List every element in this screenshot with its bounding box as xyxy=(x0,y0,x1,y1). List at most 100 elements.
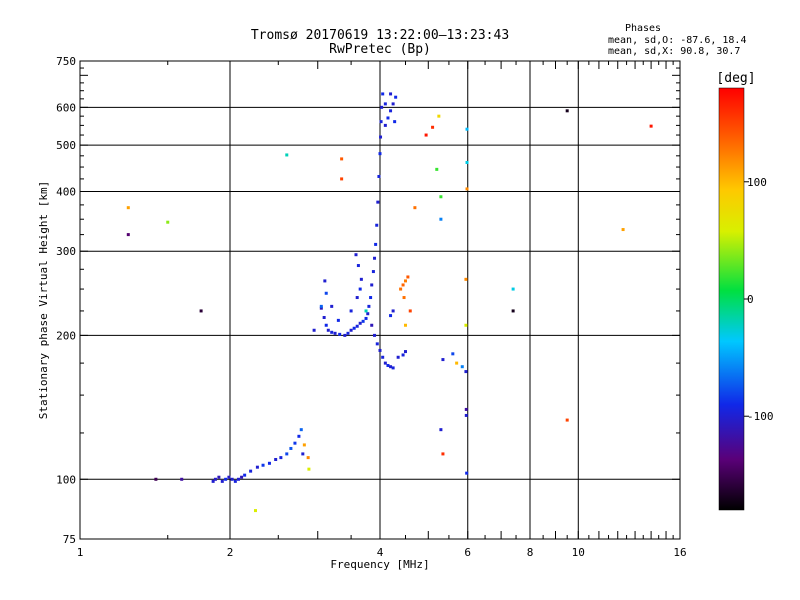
axis-ticks xyxy=(79,60,681,540)
chart-subtitle: RwPretec (Bp) xyxy=(329,42,431,57)
data-point xyxy=(274,457,278,461)
data-point xyxy=(346,331,350,335)
y-tick-label: 500 xyxy=(56,139,76,152)
data-point xyxy=(465,471,469,475)
data-point xyxy=(154,477,158,481)
data-point xyxy=(364,316,368,320)
data-point xyxy=(324,291,328,295)
data-point xyxy=(465,187,469,191)
data-point xyxy=(366,312,370,316)
data-point xyxy=(220,479,224,483)
data-point xyxy=(386,363,390,367)
data-point xyxy=(383,102,387,106)
data-point xyxy=(297,434,301,438)
data-point xyxy=(391,102,395,106)
data-point xyxy=(370,283,374,287)
data-point xyxy=(333,331,337,335)
data-point xyxy=(379,120,383,124)
colorbar-tick-label: -100 xyxy=(747,410,774,423)
data-point xyxy=(301,452,305,456)
data-point xyxy=(180,477,184,481)
data-point xyxy=(399,287,403,291)
data-point xyxy=(340,177,344,181)
colorbar: [deg] -100 0 100 xyxy=(716,71,774,511)
data-point xyxy=(403,323,407,327)
data-point xyxy=(403,350,407,354)
data-point xyxy=(464,413,468,417)
data-point xyxy=(378,348,382,352)
data-point xyxy=(441,358,445,362)
data-point xyxy=(217,475,221,479)
data-point xyxy=(375,342,379,346)
data-point xyxy=(511,309,515,313)
y-tick-label: 400 xyxy=(56,185,76,198)
data-point xyxy=(349,328,353,332)
y-axis-label: Stationary phase Virtual Height [km] xyxy=(37,181,50,419)
data-point xyxy=(373,333,377,337)
data-point xyxy=(199,309,203,313)
data-point xyxy=(649,124,653,128)
data-point xyxy=(389,314,393,318)
data-point xyxy=(435,167,439,171)
x-tick-label: 6 xyxy=(464,546,471,559)
data-point xyxy=(312,328,316,332)
x-tick-label: 4 xyxy=(377,546,384,559)
y-tick-label: 75 xyxy=(63,533,76,546)
data-point xyxy=(307,467,311,471)
x-tick-label: 16 xyxy=(673,546,686,559)
data-point xyxy=(253,509,257,513)
colorbar-ticks: -100 0 100 xyxy=(744,176,774,423)
data-point xyxy=(511,287,515,291)
data-point xyxy=(285,452,289,456)
data-point xyxy=(403,279,407,283)
data-point xyxy=(330,330,334,334)
data-point xyxy=(465,160,469,164)
colorbar-gradient xyxy=(718,87,745,511)
data-point xyxy=(352,326,356,330)
data-point xyxy=(240,475,244,479)
data-point xyxy=(413,206,417,210)
data-point xyxy=(465,127,469,131)
data-point xyxy=(391,309,395,313)
data-point xyxy=(441,452,445,456)
data-point xyxy=(361,319,365,323)
y-tick-label: 200 xyxy=(56,329,76,342)
data-point xyxy=(369,296,373,300)
colorbar-label: [deg] xyxy=(716,71,755,86)
x-tick-label: 1 xyxy=(77,546,84,559)
data-point xyxy=(565,418,569,422)
axis-tick-labels: 1 2 4 6 8 10 16 75 100 200 300 400 500 600 750 xyxy=(56,55,687,559)
data-point xyxy=(377,174,381,178)
data-point xyxy=(460,365,464,369)
data-point xyxy=(349,309,353,313)
data-point xyxy=(364,309,368,313)
data-point xyxy=(464,277,468,281)
data-point xyxy=(293,441,297,445)
phases-x-stats: mean, sd,X: 90.8, 30.7 xyxy=(608,46,740,57)
data-point xyxy=(464,407,468,411)
data-point xyxy=(464,370,468,374)
data-point xyxy=(356,264,360,268)
data-point xyxy=(243,473,247,477)
data-point xyxy=(451,352,455,356)
data-point xyxy=(355,324,359,328)
y-tick-label: 750 xyxy=(56,55,76,68)
data-point xyxy=(340,157,344,161)
data-point xyxy=(406,275,410,279)
data-point xyxy=(379,135,383,139)
data-point xyxy=(391,366,395,370)
colorbar-tick-label: 100 xyxy=(747,176,767,189)
data-point xyxy=(126,233,130,237)
data-point xyxy=(324,323,328,327)
data-point xyxy=(424,133,428,137)
data-point xyxy=(285,153,289,157)
data-point xyxy=(389,365,393,369)
data-point xyxy=(381,92,385,96)
data-point xyxy=(354,253,358,257)
data-point xyxy=(401,353,405,357)
data-point xyxy=(439,428,443,432)
data-point xyxy=(166,220,170,224)
data-point xyxy=(338,332,342,336)
data-point xyxy=(373,256,377,260)
